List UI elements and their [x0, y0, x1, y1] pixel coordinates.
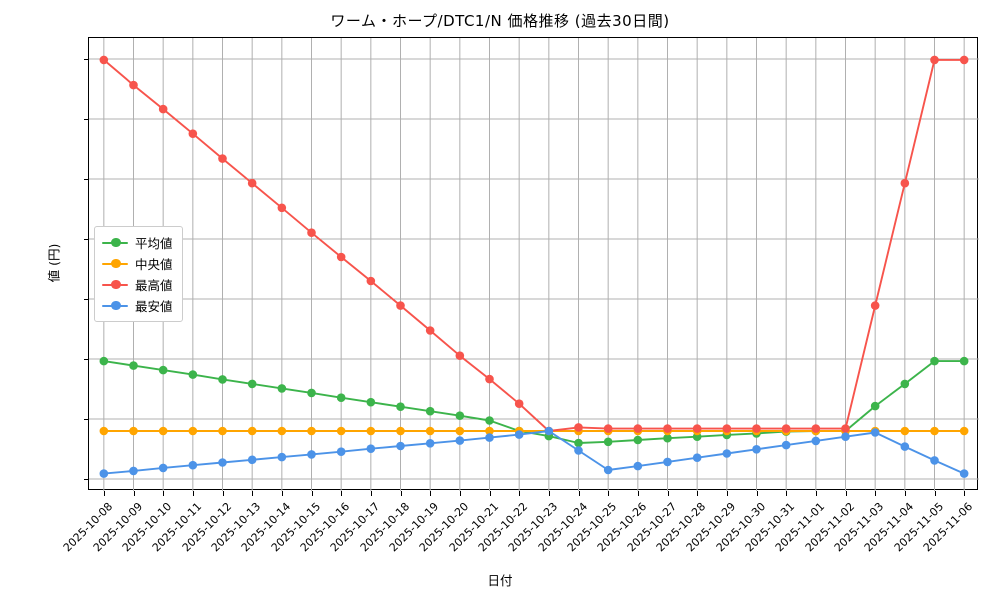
legend-swatch-icon: [102, 299, 128, 313]
x-tick-mark: [341, 491, 343, 496]
y-tick-mark: [84, 479, 89, 480]
x-tick-mark: [578, 491, 580, 496]
x-tick-mark: [133, 491, 135, 496]
y-tick-mark: [84, 299, 89, 300]
y-tick-mark: [84, 239, 89, 240]
plot-area: 値 (円) 0200400600800100012001400 2025-10-…: [47, 37, 979, 554]
legend-item[interactable]: 平均値: [102, 232, 173, 253]
x-tick-mark: [370, 491, 372, 496]
x-tick-mark: [400, 491, 402, 496]
x-tick-mark: [637, 491, 639, 496]
x-tick-mark: [608, 491, 610, 496]
x-tick-mark: [756, 491, 758, 496]
x-tick-mark: [904, 491, 906, 496]
grid-lines: [89, 38, 979, 491]
y-tick-mark: [84, 119, 89, 120]
y-tick-mark: [84, 419, 89, 420]
x-tick-mark: [430, 491, 432, 496]
x-tick-mark: [252, 491, 254, 496]
x-tick-mark: [548, 491, 550, 496]
x-tick-mark: [786, 491, 788, 496]
x-tick-mark: [281, 491, 283, 496]
y-axis-label: 値 (円): [46, 243, 62, 283]
series-lines: [99, 55, 969, 478]
x-axis-label: 日付: [487, 573, 513, 588]
x-tick-mark: [815, 491, 817, 496]
legend-item[interactable]: 中央値: [102, 253, 173, 274]
y-tick-mark: [84, 179, 89, 180]
x-tick-mark: [934, 491, 936, 496]
x-tick-mark: [845, 491, 847, 496]
legend-label: 最安値: [135, 299, 173, 314]
x-tick-mark: [875, 491, 877, 496]
x-tick-mark: [311, 491, 313, 496]
legend-label: 平均値: [135, 236, 173, 251]
y-tick-mark: [84, 359, 89, 360]
x-tick-mark: [103, 491, 105, 496]
y-tick-mark: [84, 59, 89, 60]
legend-label: 中央値: [135, 257, 173, 272]
chart-legend: 平均値中央値最高値最安値: [94, 226, 183, 322]
x-tick-mark: [163, 491, 165, 496]
legend-swatch-icon: [102, 278, 128, 292]
x-tick-mark: [726, 491, 728, 496]
x-tick-mark: [964, 491, 966, 496]
x-tick-mark: [192, 491, 194, 496]
legend-item[interactable]: 最高値: [102, 274, 173, 295]
x-tick-mark: [489, 491, 491, 496]
x-tick-mark: [459, 491, 461, 496]
x-tick-mark: [222, 491, 224, 496]
x-tick-mark: [667, 491, 669, 496]
legend-label: 最高値: [135, 278, 173, 293]
legend-swatch-icon: [102, 236, 128, 250]
x-tick-mark: [697, 491, 699, 496]
chart-title: ワーム・ホープ/DTC1/N 価格推移 (過去30日間): [330, 12, 670, 30]
legend-item[interactable]: 最安値: [102, 295, 173, 316]
legend-swatch-icon: [102, 257, 128, 271]
x-tick-mark: [519, 491, 521, 496]
